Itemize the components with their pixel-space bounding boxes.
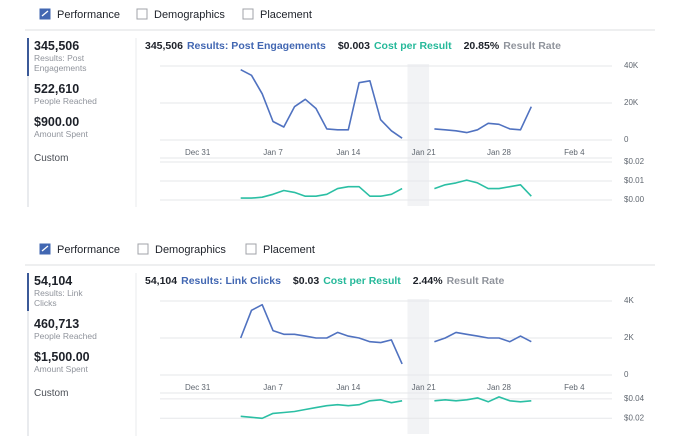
summary-label: Cost per Result [373,40,452,52]
custom-range[interactable]: Custom [34,153,69,164]
tab-icon [242,8,254,20]
line-series [239,303,532,365]
summary-value: 20.85% [463,40,500,52]
line-series [240,396,532,420]
x-tick-label: Jan 21 [412,383,437,392]
stat-label: Amount Spent [34,364,88,374]
stat-value: 522,610 [34,82,80,96]
tab-label[interactable]: Demographics [155,244,226,256]
x-tick-label: Feb 4 [564,148,585,157]
stats: 345,506 Results: Post Engagements 522,610 P… [34,39,132,164]
y-tick-label: 2K [624,333,634,342]
summary-value: $0.03 [292,275,320,287]
stat-label: Results: Link Clicks [34,288,83,308]
summary-label: Results: Link Clicks [181,275,281,287]
x-tick-label: Feb 4 [564,383,585,392]
tab-label[interactable]: Performance [57,9,120,21]
y-tick-label: $0.02 [624,157,645,166]
line-series [240,68,533,139]
x-tick-label: Dec 31 [185,383,211,392]
tab-icon [137,243,149,255]
x-tick-label: Jan 14 [336,148,361,157]
no-data-band [407,64,430,206]
y-tick-label: 40K [624,61,639,70]
stat-label: People Reached [34,96,97,106]
summary-value: 345,506 [145,40,183,52]
tab-label[interactable]: Placement [263,244,315,256]
y-tick-label: $0.00 [624,195,645,204]
x-tick-label: Dec 31 [185,148,211,157]
stats: 54,104 Results: Link Clicks 460,713 People … [34,274,132,399]
summary-value: 54,104 [145,275,178,287]
x-tick-label: Jan 14 [336,383,361,392]
x-tick-label: Jan 7 [263,383,283,392]
y-tick-label: 20K [624,98,639,107]
tab-label[interactable]: Performance [57,244,120,256]
y-tick-label: $0.02 [624,413,645,422]
no-data-band [407,299,430,434]
stat-label: Amount Spent [34,129,88,139]
y-tick-label: 4K [624,296,634,305]
stat-label: Results: Post Engagements [34,53,87,73]
x-tick-label: Jan 7 [263,148,283,157]
line-series [240,179,532,199]
summary-label: Result Rate [446,275,505,287]
x-tick-label: Jan 28 [487,148,512,157]
summary-value: 2.44% [412,275,443,287]
tab-icon [245,243,257,255]
tab-check [41,245,49,252]
summary-label: Result Rate [503,40,561,52]
summary-row: 345,506 Results: Post Engagements $0.003 Co… [145,39,615,53]
tab-label[interactable]: Demographics [154,9,225,21]
tab-label[interactable]: Placement [260,9,312,21]
summary-value: $0.003 [337,40,370,52]
x-tick-label: Jan 28 [487,383,512,392]
y-tick-label: $0.04 [624,394,645,403]
summary-label: Results: Post Engagements [186,40,326,52]
summary: 345,506 Results: Post Engagements $0.003 Co… [145,39,615,53]
stat-value: $1,500.00 [34,350,90,364]
summary-label: Cost per Result [323,275,401,287]
y-tick-label: 0 [624,370,629,379]
tab-icon [136,8,148,20]
stat-value: $900.00 [34,115,80,129]
stat-value: 345,506 [34,39,80,53]
summary: 54,104 Results: Link Clicks $0.03 Cost per … [145,274,615,288]
custom-range[interactable]: Custom [34,388,69,399]
stat-value: 54,104 [34,274,73,288]
y-tick-label: $0.01 [624,176,645,185]
stat-label: People Reached [34,331,97,341]
x-tick-label: Jan 21 [412,148,437,157]
tab-check [41,10,49,17]
y-tick-label: 0 [624,135,629,144]
summary-row: 54,104 Results: Link Clicks $0.03 Cost per … [145,274,615,288]
stat-value: 460,713 [34,317,80,331]
